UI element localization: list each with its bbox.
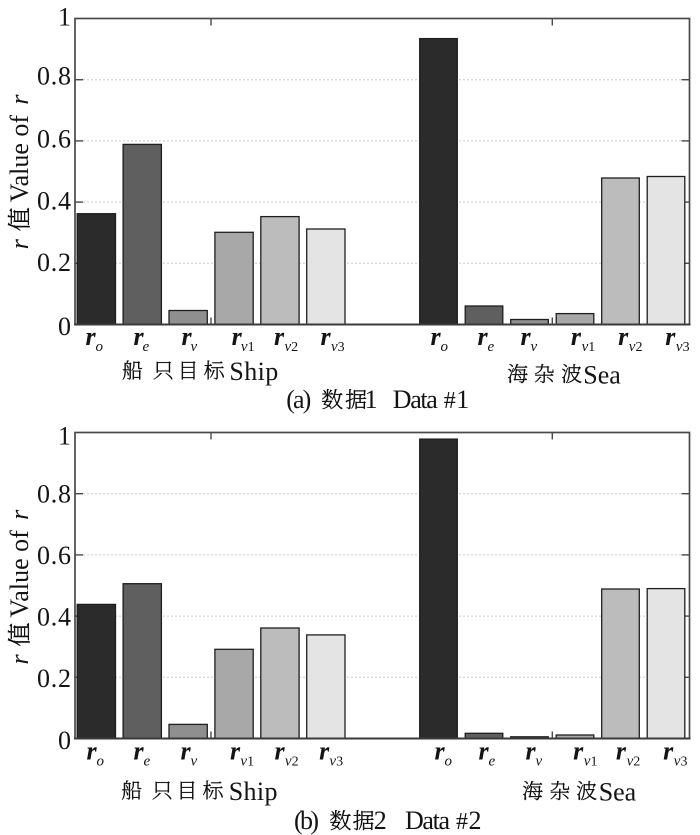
svg-text:0.8: 0.8: [37, 480, 71, 509]
svg-text:r: r: [181, 737, 192, 766]
svg-text:v1: v1: [584, 754, 598, 770]
svg-text:#: #: [456, 809, 468, 835]
svg-text:v2: v2: [285, 754, 299, 770]
svg-text:r: r: [663, 737, 674, 766]
svg-text:0.2: 0.2: [37, 664, 71, 693]
svg-text:o: o: [97, 754, 105, 770]
svg-text:r: r: [571, 322, 582, 351]
svg-text:e: e: [143, 339, 150, 355]
svg-text:0.6: 0.6: [37, 541, 71, 570]
svg-text:1: 1: [58, 422, 71, 451]
svg-text:e: e: [144, 754, 151, 770]
svg-text:o: o: [441, 339, 449, 355]
svg-text:#: #: [444, 388, 456, 414]
svg-text:v: v: [536, 754, 543, 770]
svg-text:e: e: [488, 339, 495, 355]
svg-text:1: 1: [456, 385, 469, 414]
svg-text:(b): (b): [294, 806, 319, 835]
svg-text:v3: v3: [329, 754, 343, 770]
svg-text:r: r: [134, 322, 145, 351]
svg-text:r: r: [274, 322, 285, 351]
svg-text:r: r: [5, 654, 34, 665]
svg-text:r: r: [87, 737, 98, 766]
svg-text:r: r: [478, 322, 489, 351]
svg-text:(a): (a): [286, 385, 311, 414]
svg-text:r: r: [230, 737, 241, 766]
svg-text:o: o: [445, 754, 453, 770]
svg-text:v2: v2: [285, 339, 299, 355]
svg-text:1: 1: [58, 3, 71, 32]
svg-text:r: r: [134, 737, 145, 766]
svg-text:r: r: [521, 322, 532, 351]
svg-text:0.2: 0.2: [37, 248, 71, 277]
svg-text:Value of: Value of: [5, 115, 34, 203]
svg-text:r: r: [319, 737, 330, 766]
svg-text:0.6: 0.6: [37, 125, 71, 154]
svg-text:0: 0: [58, 726, 71, 755]
svg-text:v3: v3: [676, 339, 690, 355]
svg-text:r: r: [618, 322, 629, 351]
svg-text:0: 0: [58, 312, 71, 341]
svg-text:Ship: Ship: [229, 777, 278, 806]
svg-text:Sea: Sea: [599, 778, 637, 807]
svg-text:v1: v1: [241, 339, 255, 355]
svg-text:Ship: Ship: [229, 357, 278, 386]
svg-text:r: r: [435, 737, 446, 766]
svg-text:v2: v2: [629, 339, 643, 355]
svg-text:v: v: [531, 339, 538, 355]
svg-text:o: o: [96, 339, 104, 355]
svg-text:1: 1: [365, 385, 378, 414]
svg-text:r: r: [431, 322, 442, 351]
svg-text:Data: Data: [405, 806, 450, 835]
svg-text:v3: v3: [331, 339, 345, 355]
svg-text:r: r: [479, 737, 490, 766]
svg-text:v1: v1: [582, 339, 596, 355]
svg-text:0.8: 0.8: [37, 61, 71, 90]
svg-text:2: 2: [469, 806, 482, 835]
svg-text:Data: Data: [393, 385, 438, 414]
svg-text:r: r: [86, 322, 97, 351]
svg-text:v: v: [191, 754, 198, 770]
svg-text:r: r: [5, 94, 34, 105]
svg-text:v2: v2: [627, 754, 641, 770]
svg-text:v3: v3: [674, 754, 688, 770]
svg-text:r: r: [5, 238, 34, 249]
svg-text:r: r: [182, 322, 193, 351]
svg-text:r: r: [5, 509, 34, 520]
svg-text:r: r: [665, 322, 676, 351]
svg-text:r: r: [275, 737, 286, 766]
svg-text:Value of: Value of: [5, 530, 34, 618]
svg-text:0.4: 0.4: [37, 187, 71, 216]
svg-text:r: r: [232, 322, 243, 351]
svg-text:e: e: [489, 754, 496, 770]
svg-text:0.4: 0.4: [37, 603, 71, 632]
svg-text:r: r: [526, 737, 537, 766]
svg-text:r: r: [321, 322, 332, 351]
svg-text:v: v: [191, 339, 198, 355]
svg-text:2: 2: [374, 806, 387, 835]
svg-text:r: r: [616, 737, 627, 766]
svg-text:Sea: Sea: [583, 361, 621, 390]
svg-text:v1: v1: [240, 754, 254, 770]
svg-text:r: r: [573, 737, 584, 766]
